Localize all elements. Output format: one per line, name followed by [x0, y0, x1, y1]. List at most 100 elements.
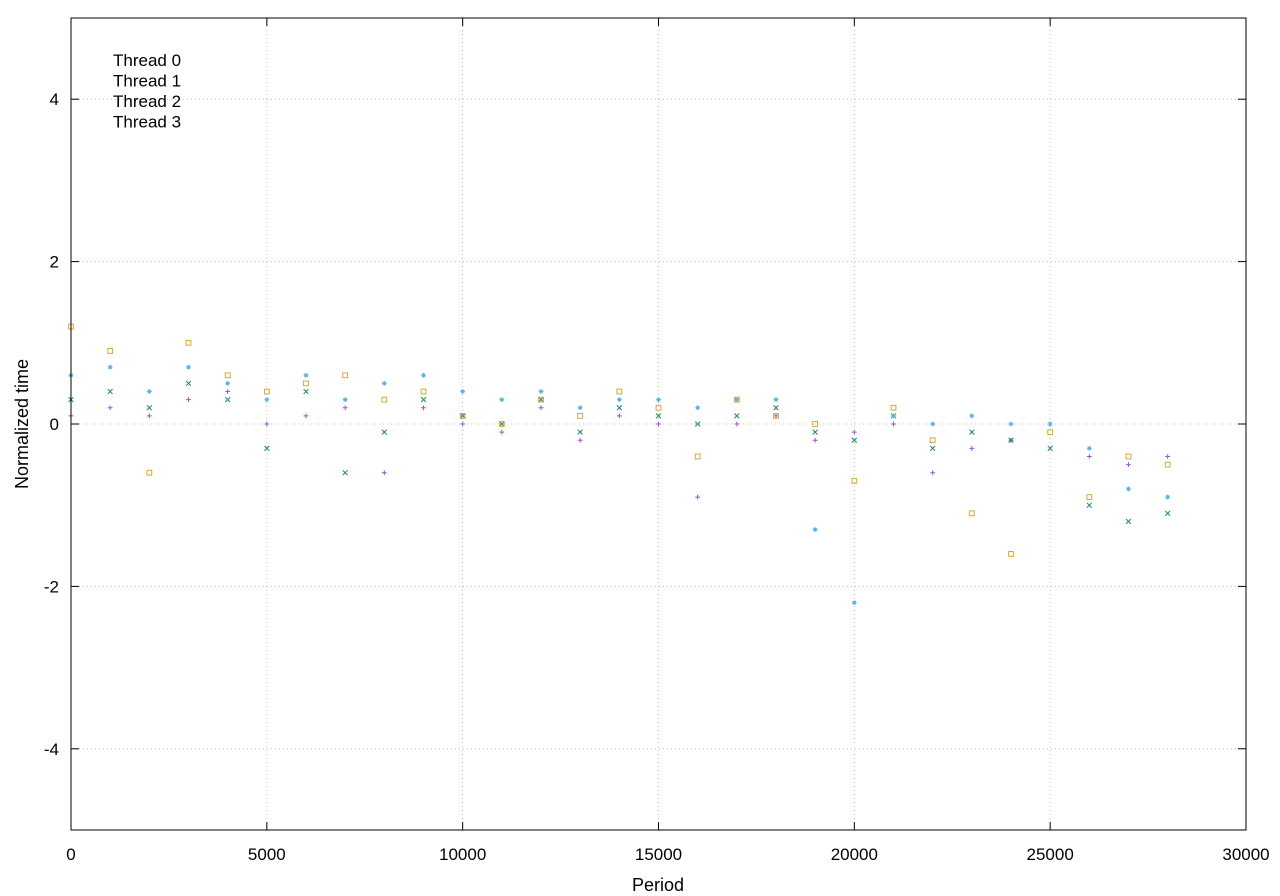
data-point	[264, 397, 270, 403]
data-point	[851, 600, 857, 606]
y-tick-label: 4	[50, 90, 59, 109]
data-point	[577, 437, 583, 443]
data-point	[264, 445, 270, 452]
data-point	[420, 396, 427, 403]
data-point	[577, 429, 583, 435]
data-point	[538, 396, 544, 403]
data-point	[146, 469, 153, 476]
data-point	[421, 405, 426, 411]
axis-ticks: 0 5000 10000 15000 20000 25000 30000 -4 -2 0 2 4	[44, 18, 1270, 864]
data-point	[577, 405, 583, 411]
data-point	[381, 429, 388, 435]
data-point	[381, 396, 388, 403]
data-point	[773, 397, 779, 403]
data-point	[381, 470, 387, 476]
data-point	[734, 397, 740, 403]
data-point	[616, 413, 622, 419]
data-point	[773, 405, 779, 411]
data-point	[185, 339, 192, 346]
data-point	[498, 421, 505, 427]
data-point	[969, 429, 975, 435]
data-point	[968, 510, 975, 517]
y-tick-label: -4	[44, 740, 59, 759]
data-point	[107, 364, 113, 370]
x-tick-label: 15000	[635, 845, 682, 864]
data-point	[225, 389, 231, 394]
data-point	[1008, 421, 1014, 427]
data-point	[695, 405, 701, 411]
data-point	[303, 388, 309, 395]
data-point	[734, 421, 740, 427]
data-point	[890, 404, 897, 411]
series-2	[68, 364, 1171, 606]
data-point	[969, 413, 975, 419]
data-point	[969, 445, 975, 451]
data-point	[812, 429, 818, 435]
data-point	[1086, 454, 1092, 459]
data-point	[186, 364, 191, 370]
data-point	[694, 421, 701, 427]
data-point	[224, 396, 231, 403]
data-point	[263, 388, 270, 395]
x-tick-label: 25000	[1027, 845, 1074, 864]
y-tick-label: -2	[44, 577, 59, 596]
x-tick-label: 0	[66, 845, 75, 864]
x-tick-label: 30000	[1222, 845, 1269, 864]
data-point	[1008, 551, 1014, 557]
data-point	[224, 372, 231, 379]
data-point	[616, 388, 623, 395]
data-point	[812, 421, 819, 427]
data-point	[225, 381, 231, 386]
series-0	[68, 389, 1171, 500]
data-point	[1164, 461, 1171, 468]
data-point	[656, 421, 661, 427]
data-point	[929, 437, 936, 444]
data-point	[695, 494, 701, 500]
data-point	[303, 413, 309, 419]
data-point	[1047, 421, 1053, 427]
series-1	[68, 380, 1171, 525]
data-point	[460, 389, 466, 394]
data-point	[460, 421, 466, 427]
data-point	[812, 527, 818, 532]
data-point	[107, 405, 113, 411]
grid-lines	[71, 18, 1246, 830]
data-point	[1008, 437, 1014, 443]
x-axis-title: Period	[632, 875, 684, 895]
data-point	[538, 396, 544, 403]
data-point	[538, 405, 544, 411]
legend-entry-label: Thread 0	[113, 51, 181, 70]
data-points	[68, 323, 1171, 606]
data-point	[930, 470, 936, 476]
data-point	[421, 372, 426, 378]
data-point	[1086, 502, 1093, 508]
data-point	[1125, 453, 1132, 460]
data-point	[891, 413, 896, 419]
data-point	[616, 405, 623, 411]
data-point	[420, 388, 427, 395]
y-tick-label: 2	[50, 253, 59, 272]
data-point	[733, 396, 740, 403]
data-point	[655, 413, 662, 419]
data-point	[1165, 454, 1171, 459]
data-point	[146, 413, 152, 419]
data-point	[499, 397, 505, 403]
data-point	[264, 421, 270, 427]
data-point	[185, 380, 192, 387]
data-point	[1125, 518, 1132, 525]
data-point	[930, 421, 936, 427]
data-point	[1126, 462, 1131, 467]
data-point	[538, 389, 544, 394]
data-point	[303, 380, 309, 387]
x-tick-label: 5000	[248, 845, 286, 864]
data-point	[812, 437, 818, 443]
legend-entry-label: Thread 2	[113, 92, 181, 111]
data-point	[186, 397, 191, 403]
data-point	[1126, 486, 1131, 492]
data-point	[851, 429, 857, 435]
data-point	[616, 397, 622, 403]
data-point	[459, 413, 466, 419]
data-point	[734, 413, 740, 419]
data-point	[1164, 510, 1171, 517]
